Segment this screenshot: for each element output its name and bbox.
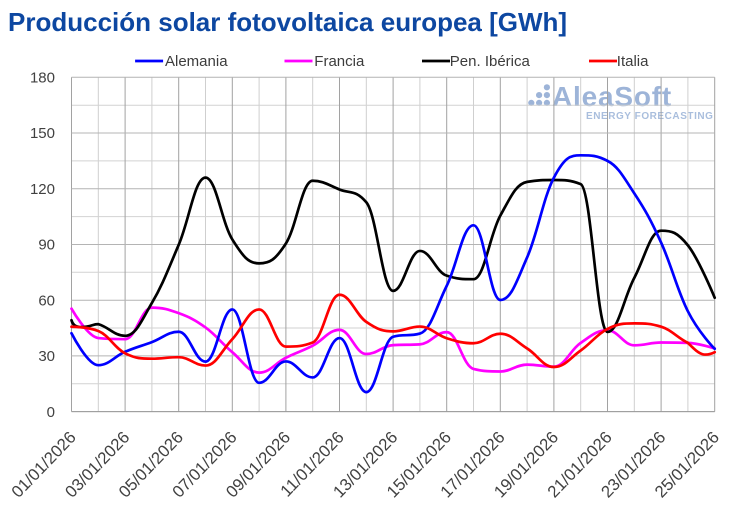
svg-text:30: 30 (38, 348, 55, 365)
svg-text:60: 60 (38, 292, 55, 309)
svg-text:90: 90 (38, 237, 55, 254)
svg-text:Pen. Ibérica: Pen. Ibérica (450, 53, 531, 70)
svg-text:180: 180 (30, 70, 55, 87)
svg-text:150: 150 (30, 125, 55, 142)
svg-text:Francia: Francia (314, 53, 365, 70)
svg-text:Producción solar fotovoltaica: Producción solar fotovoltaica europea [G… (8, 7, 567, 37)
svg-text:0: 0 (47, 404, 55, 421)
svg-text:120: 120 (30, 181, 55, 198)
svg-text:AleaSoft: AleaSoft (552, 81, 672, 112)
svg-text:Alemania: Alemania (165, 53, 228, 70)
svg-text:Italia: Italia (617, 53, 649, 70)
svg-text:ENERGY FORECASTING: ENERGY FORECASTING (586, 111, 714, 122)
